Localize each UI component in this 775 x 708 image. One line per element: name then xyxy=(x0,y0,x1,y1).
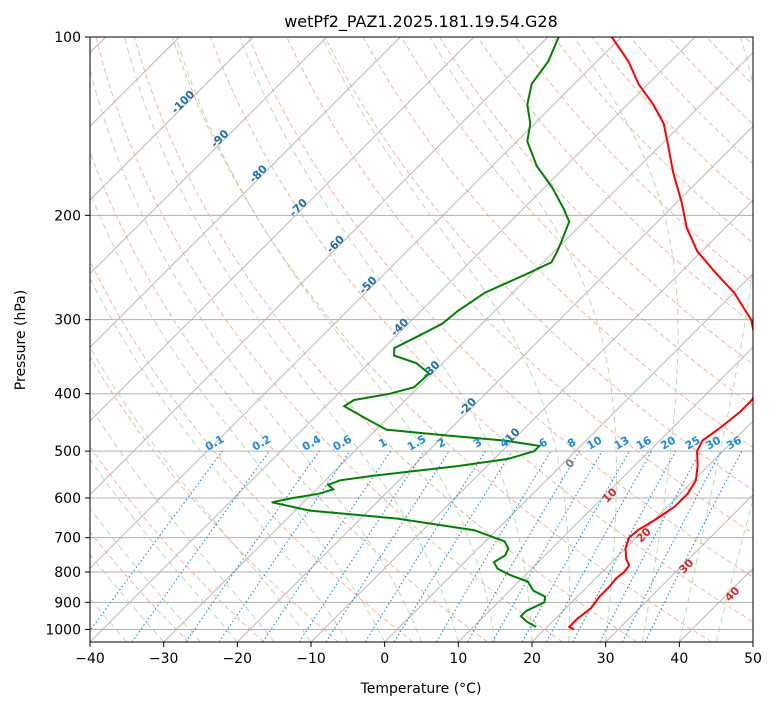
isotherm-line xyxy=(90,37,622,569)
mixing-ratio-line xyxy=(325,450,450,642)
moist-adiabat-line xyxy=(124,37,459,642)
moist-adiabat-line xyxy=(715,498,753,642)
y-tick-label: 1000 xyxy=(45,622,81,638)
moist-adiabat-line xyxy=(239,37,533,642)
x-tick-label: 20 xyxy=(523,651,541,667)
y-tick-label: 800 xyxy=(54,565,81,581)
moist-adiabat-line xyxy=(90,277,349,642)
moist-adiabat-line xyxy=(90,346,312,642)
mixing-ratio-line xyxy=(545,450,653,642)
dry-adiabat-line xyxy=(95,37,563,642)
mixing-ratio-line xyxy=(185,450,320,642)
isotherm-line xyxy=(90,37,327,275)
y-tick-label: 500 xyxy=(54,444,81,460)
x-tick-label: −10 xyxy=(296,651,326,667)
x-axis-label: Temperature (°C) xyxy=(360,681,482,697)
y-tick-label: 100 xyxy=(54,30,81,46)
moist-adiabat-line xyxy=(90,405,275,642)
moist-adiabat-line xyxy=(90,458,238,642)
mixing-ratio-line xyxy=(90,450,223,632)
x-tick-label: 30 xyxy=(597,651,615,667)
x-tick-label: 40 xyxy=(670,651,688,667)
y-tick-label: 700 xyxy=(54,531,81,547)
y-axis-label: Pressure (hPa) xyxy=(13,290,29,390)
isotherm-line xyxy=(90,37,548,496)
isotherm-line xyxy=(384,273,753,642)
x-tick-label: −30 xyxy=(149,651,179,667)
y-tick-label: 900 xyxy=(54,595,81,611)
plot-area xyxy=(90,37,753,642)
dry-adiabat-line xyxy=(90,150,488,642)
isotherm-line xyxy=(605,494,753,642)
dewpoint-line xyxy=(271,37,571,628)
dry-adiabat-line xyxy=(515,37,753,284)
dry-adiabat-line xyxy=(400,37,753,407)
moist-adiabat-line xyxy=(321,37,571,642)
y-tick-label: 400 xyxy=(54,387,81,403)
moist-adiabat-line xyxy=(90,190,386,642)
x-tick-label: 50 xyxy=(744,651,762,667)
temperature-line xyxy=(567,37,753,631)
moist-adiabat-line xyxy=(573,37,679,642)
dry-adiabat-line xyxy=(210,37,753,623)
y-tick-label: 600 xyxy=(54,491,81,507)
isotherm-line xyxy=(531,420,753,642)
mixing-ratio-line xyxy=(521,450,630,642)
y-tick-label: 200 xyxy=(54,208,81,224)
mixing-ratio-line xyxy=(644,450,743,642)
dry-adiabat-line xyxy=(90,445,264,642)
moist-adiabat-line xyxy=(678,37,753,642)
moist-adiabat-line xyxy=(90,597,128,642)
x-tick-label: −40 xyxy=(75,651,105,667)
isotherm-line xyxy=(90,37,401,348)
isotherm-line xyxy=(163,52,753,642)
dry-adiabat-line xyxy=(90,356,339,642)
moist-adiabat-line xyxy=(90,67,422,642)
dry-adiabat-line xyxy=(248,37,753,578)
x-tick-label: 0 xyxy=(380,651,389,667)
dry-adiabat-line xyxy=(324,37,753,491)
axis-ticks: −40 −30 −20 −10 0 10 20 30 40 50 100 200 300 400 500 60… xyxy=(45,30,762,667)
dry-adiabat-line xyxy=(90,531,190,642)
mixing-ratio-line xyxy=(393,450,513,642)
isotherm-line xyxy=(458,346,753,642)
dry-adiabat-line xyxy=(438,37,753,366)
dry-adiabat-line xyxy=(171,37,712,642)
mixing-ratio-line xyxy=(218,450,351,642)
x-tick-label: −20 xyxy=(223,651,253,667)
isotherm-line xyxy=(90,37,475,422)
isotherm-line xyxy=(237,125,753,642)
y-tick-label: 300 xyxy=(54,313,81,329)
mixing-ratio-line xyxy=(572,450,677,642)
isotherm-line xyxy=(90,37,254,201)
x-tick-label: 10 xyxy=(449,651,467,667)
plot-frame xyxy=(89,36,754,643)
dry-adiabat-line xyxy=(90,259,414,642)
mixing-ratio-line xyxy=(298,450,425,642)
moist-adiabat-line xyxy=(90,507,201,642)
moist-adiabat-line xyxy=(429,37,617,642)
mixing-ratio-line xyxy=(262,450,392,642)
chart-title: wetPf2_PAZ1.2025.181.19.54.G28 xyxy=(284,12,558,32)
mixing-ratio-line xyxy=(131,450,270,642)
moist-adiabat-line xyxy=(90,553,165,642)
dry-adiabat-line xyxy=(133,37,638,642)
moist-adiabat-line xyxy=(175,37,496,642)
